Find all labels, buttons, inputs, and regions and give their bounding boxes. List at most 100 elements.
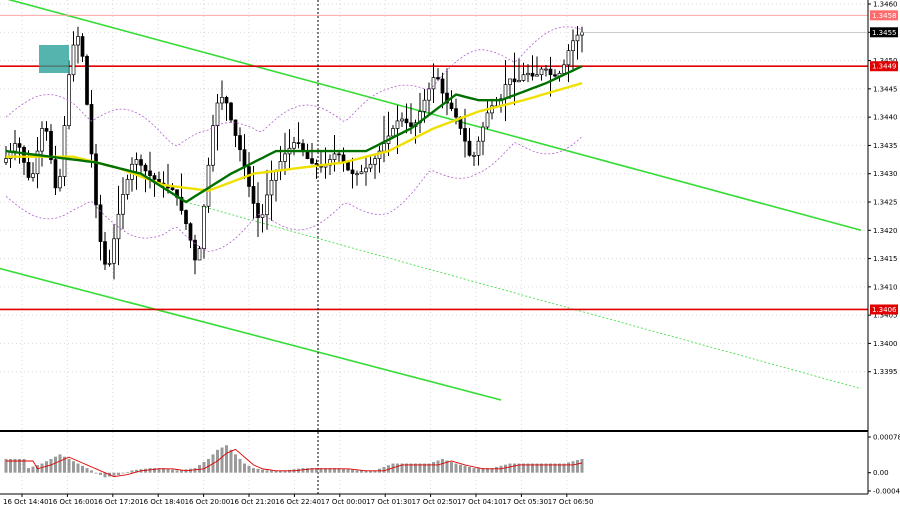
macd-histogram-bar [157, 468, 161, 473]
macd-histogram-bar [319, 468, 323, 473]
channel-upper-line [7, 0, 862, 232]
candle-body [409, 122, 413, 127]
candle-body [17, 143, 22, 148]
macd-histogram-bar [544, 463, 548, 473]
candle-body [391, 128, 395, 137]
macd-histogram-bar [301, 468, 305, 473]
candle-body [94, 153, 98, 206]
macd-tick-label: 0.00078 [873, 434, 900, 442]
channel-median-line [185, 201, 862, 390]
candle-body [481, 126, 485, 142]
envelope-upper-line [5, 26, 583, 147]
candle-body [4, 158, 8, 163]
candle-body [337, 153, 341, 156]
price-tick-label: 1.3405 [873, 312, 898, 320]
macd-histogram-bar [373, 470, 377, 473]
candle-body [292, 142, 296, 149]
time-tick-label: 17 Oct 01:30 [366, 498, 412, 506]
price-tick-label: 1.3435 [873, 142, 898, 150]
time-tick-label: 17 Oct 00:00 [321, 498, 367, 506]
macd-histogram-bar [562, 463, 566, 473]
macd-histogram-bar [382, 466, 386, 473]
candle-body [229, 102, 233, 121]
candle-body [58, 176, 62, 189]
macd-histogram-bar [355, 470, 359, 473]
price-tick-label: 1.3415 [873, 255, 898, 263]
candle-body [49, 130, 53, 160]
macd-histogram-bar [270, 470, 273, 473]
macd-histogram-bar [463, 465, 467, 473]
macd-histogram-bar [274, 470, 278, 473]
macd-signal-line [6, 448, 583, 478]
candle-body [143, 164, 148, 172]
candle-body [211, 125, 215, 166]
macd-histogram-bar [220, 447, 224, 473]
macd-histogram-bar [360, 470, 363, 473]
macd-histogram-bar [495, 466, 498, 473]
candle-body [188, 223, 193, 241]
candle-body [472, 154, 476, 157]
candle-body [134, 159, 139, 165]
macd-histogram-bar [517, 463, 521, 473]
macd-histogram-bar [13, 458, 17, 473]
macd-histogram-bar [81, 465, 84, 473]
macd-histogram-bar [324, 468, 327, 473]
candle-body [107, 262, 112, 265]
macd-histogram-bar [40, 463, 44, 473]
candle-body [350, 169, 355, 175]
macd-histogram-bar [283, 470, 287, 473]
price-tick-label: 1.3425 [873, 199, 898, 207]
macd-histogram-bar [171, 469, 174, 473]
macd-histogram-bar [180, 469, 183, 473]
price-axis: 1.3460 1.3455 1.3450 1.3445 1.3440 1.3435 1.34… [868, 1, 898, 376]
macd-histogram-bar [454, 463, 458, 473]
price-tick-label: 1.3420 [873, 227, 898, 235]
candle-body [202, 205, 206, 250]
candle-body [242, 149, 247, 167]
channel-lower-line [0, 267, 502, 401]
macd-histogram-bar [333, 468, 336, 473]
candle-body [53, 159, 58, 189]
candle-body [44, 128, 49, 132]
macd-histogram-bar [549, 463, 552, 473]
macd-histogram-bar [76, 463, 80, 473]
candle-body [139, 159, 143, 166]
macd-histogram-bar [225, 445, 228, 473]
candle-body [517, 80, 521, 83]
macd-histogram-bar [103, 472, 107, 478]
macd-histogram-bar [27, 468, 30, 473]
candle-body [274, 170, 278, 181]
candle-body [85, 55, 89, 105]
entry-marker [39, 45, 69, 73]
macd-histogram-bar [315, 468, 318, 473]
level-tag-label: 1.3458 [872, 12, 897, 20]
candle-body [31, 173, 35, 178]
macd-histogram-bar [481, 468, 485, 473]
candle-body [22, 146, 26, 163]
macd-histogram-bar [112, 472, 116, 476]
candle-body [535, 74, 539, 77]
grid-lines [0, 0, 868, 494]
candle-body [355, 173, 359, 176]
macd-histogram-bar [490, 468, 494, 473]
candle-body [170, 187, 175, 191]
candle-body [548, 68, 553, 76]
macd-histogram-bar [135, 469, 138, 473]
macd-histogram-bar [472, 468, 476, 473]
candle-body [436, 77, 440, 80]
candle-body [508, 78, 512, 85]
macd-histogram-bar [558, 463, 561, 473]
price-tick-label: 1.3395 [873, 368, 898, 376]
macd-histogram-bar [94, 472, 98, 474]
candle-body [98, 204, 103, 242]
macd-tick-label: 0.00 [873, 469, 889, 477]
trend-channel [0, 0, 862, 401]
macd-histogram-bar [418, 463, 422, 473]
time-tick-label: 16 Oct 22:40 [275, 498, 321, 506]
macd-histogram-bar [553, 463, 557, 473]
macd-histogram-bar [486, 468, 489, 473]
macd-histogram-bar [63, 456, 66, 473]
candle-body [26, 162, 31, 178]
candle-body [431, 77, 436, 90]
macd-histogram-bar [148, 468, 152, 473]
